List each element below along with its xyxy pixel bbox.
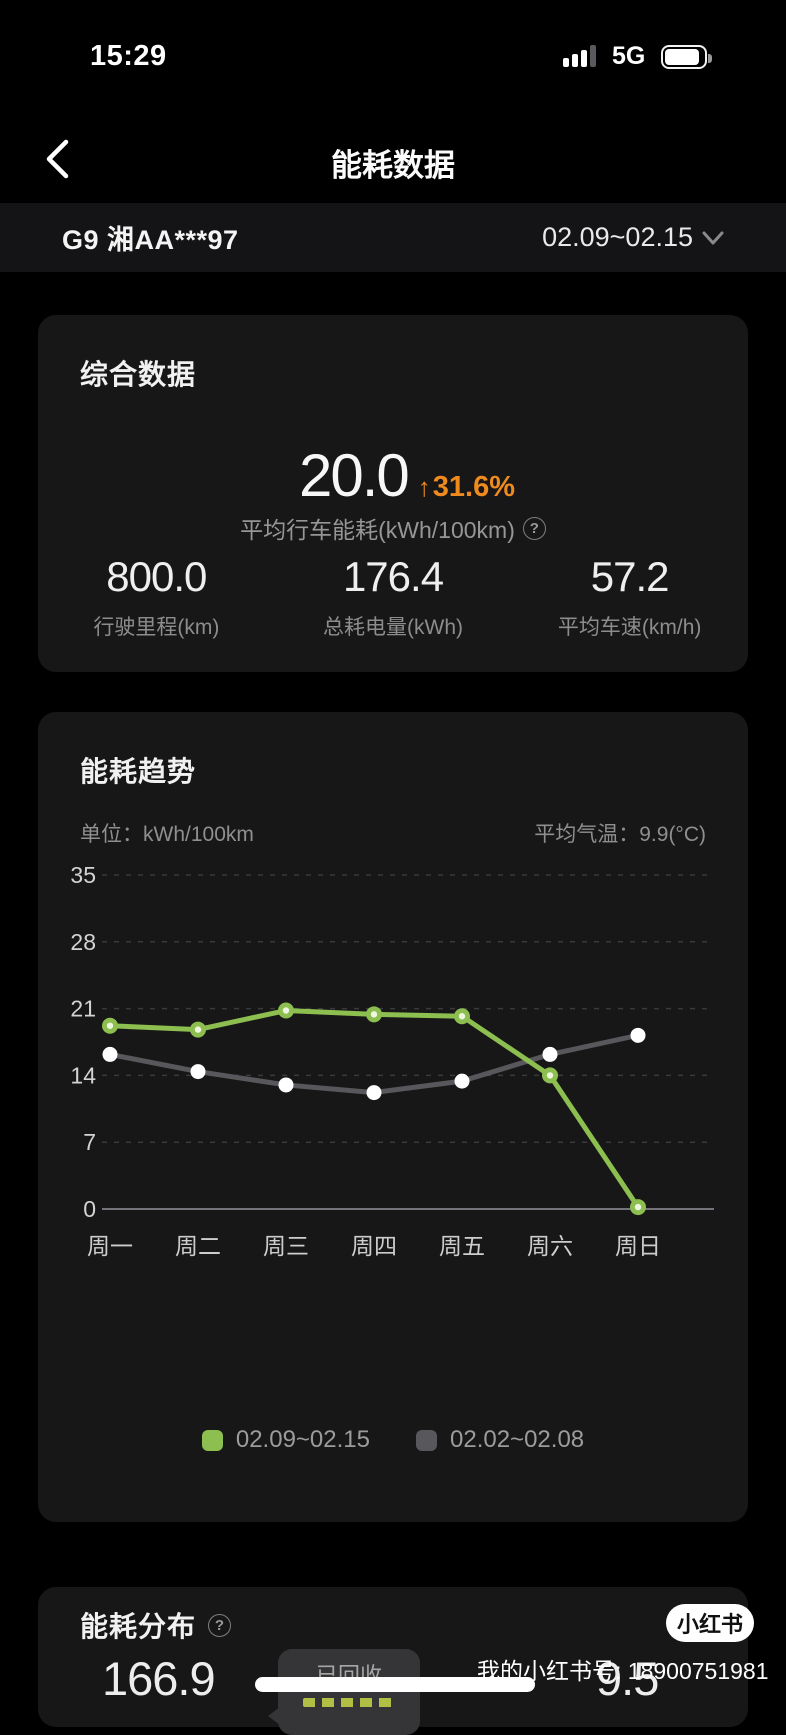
data-point-center [458,1013,466,1020]
x-tick-label: 周一 [87,1233,133,1259]
tooltip-tail [268,1707,280,1725]
stat-label: 总耗电量(kWh) [323,616,463,639]
consumption-delta: ↑ 31.6% [418,471,515,504]
avg-consumption-stat: 20.0 ↑ 31.6% [52,441,762,510]
series-line-02.09~02.15 [107,1008,641,1210]
data-point[interactable] [454,1073,470,1089]
data-point[interactable] [278,1077,294,1093]
clock: 15:29 [90,40,167,72]
stat-value: 57.2 [590,553,670,600]
chart-unit-label: 单位：kWh/100km [80,823,254,846]
nav-header: 能耗数据 [0,136,786,183]
stat-distance: 800.0 行驶里程(km) [38,553,275,641]
page-title: 能耗数据 [331,148,455,183]
y-tick-label: 14 [70,1062,96,1088]
legend-label: 02.02~02.08 [450,1426,585,1453]
summary-card-title: 综合数据 [80,359,197,390]
distribution-title-row: 能耗分布 ? [80,1605,232,1645]
distribution-left-value: 166.9 [102,1652,216,1705]
y-tick-label: 21 [70,996,96,1022]
battery-icon [661,44,713,69]
date-range-selector[interactable]: 02.09~02.15 [542,222,724,253]
back-button[interactable] [44,138,84,180]
legend-item-02.02~02.08[interactable]: 02.02~02.08 [416,1426,584,1454]
x-tick-label: 周日 [615,1233,661,1259]
x-tick-label: 周五 [439,1233,485,1259]
legend-swatch [416,1429,437,1451]
xiaohongshu-badge-label: 小红书 [676,1612,743,1637]
distribution-bar [255,1677,535,1692]
data-point-center [282,1007,290,1014]
y-tick-label: 28 [70,929,96,955]
distribution-right-value: 9.5 [596,1652,659,1705]
data-point-center [370,1011,378,1018]
data-point[interactable] [542,1046,558,1062]
status-icons: 5G [563,42,713,71]
vehicle-bar: G9 湘AA***97 02.09~02.15 [0,203,786,272]
data-point-center [546,1072,554,1079]
distribution-card-title: 能耗分布 [80,1611,197,1642]
date-range-value: 02.09~02.15 [542,222,693,252]
avg-consumption-label: 平均行车能耗(kWh/100km) [240,517,515,543]
data-point[interactable] [366,1085,382,1101]
x-tick-label: 周二 [175,1233,221,1259]
legend-label: 02.09~02.15 [235,1426,370,1453]
vehicle-name: G9 湘AA***97 [62,225,239,255]
chart-subtitle-row: 单位：kWh/100km 平均气温：9.9(°C) [80,818,706,848]
stat-label: 平均车速(km/h) [557,616,702,639]
summary-stats-row: 800.0 行驶里程(km) 176.4 总耗电量(kWh) 57.2 平均车速… [38,553,748,641]
stat-label: 行驶里程(km) [93,616,220,639]
stat-speed: 57.2 平均车速(km/h) [511,553,748,641]
x-tick-label: 周四 [351,1233,397,1259]
recovered-tooltip: 已回收 [268,1649,420,1735]
y-tick-label: 7 [83,1129,96,1155]
avg-consumption-value: 20.0 [298,442,410,509]
stat-energy: 176.4 总耗电量(kWh) [275,553,512,641]
stat-value: 176.4 [342,553,444,600]
watermark-text: 我的小红书号: 18900751981 [477,1658,769,1684]
up-arrow-icon: ↑ [417,472,431,502]
data-point-center [634,1203,642,1211]
data-point[interactable] [630,1027,646,1043]
chart-legend: 02.09~02.15 02.02~02.08 [38,1426,748,1454]
x-tick-label: 周三 [263,1233,309,1259]
help-icon[interactable]: ? [208,1613,232,1637]
back-chevron-icon [46,139,69,179]
avg-consumption-label-row: 平均行车能耗(kWh/100km) ? [38,511,748,545]
network-type-label: 5G [612,42,646,70]
trend-line-chart[interactable]: 35 28 21 14 7 0 周一 周二 周三 周四 周五 周六 周日 [38,852,748,1272]
help-icon[interactable]: ? [522,516,546,540]
data-point[interactable] [102,1046,118,1062]
chart-temp-label: 平均气温：9.9(°C) [534,823,706,846]
summary-card: 综合数据 20.0 ↑ 31.6% 平均行车能耗(kWh/100km) ? 80… [38,315,748,672]
status-bar: 15:29 5G [0,40,786,76]
y-tick-label: 0 [83,1196,96,1222]
stat-value: 800.0 [106,553,207,600]
trend-card-title: 能耗趋势 [80,756,197,787]
chevron-down-icon [702,231,724,244]
signal-strength-icon [563,44,596,70]
tooltip-subtext-clipped [303,1698,395,1707]
delta-percent: 31.6% [432,471,515,503]
data-point-center [194,1026,202,1033]
data-point[interactable] [190,1064,206,1080]
legend-swatch [201,1429,223,1451]
series-line-02.02~02.08 [107,1032,641,1096]
data-point-center [106,1022,114,1029]
trend-card: 能耗趋势 单位：kWh/100km 平均气温：9.9(°C) 35 28 21 14 7… [38,712,748,1522]
y-tick-label: 35 [70,862,96,888]
legend-item-02.09~02.15[interactable]: 02.09~02.15 [201,1426,370,1454]
x-tick-label: 周六 [527,1233,573,1259]
xiaohongshu-badge: 小红书 [666,1604,754,1642]
